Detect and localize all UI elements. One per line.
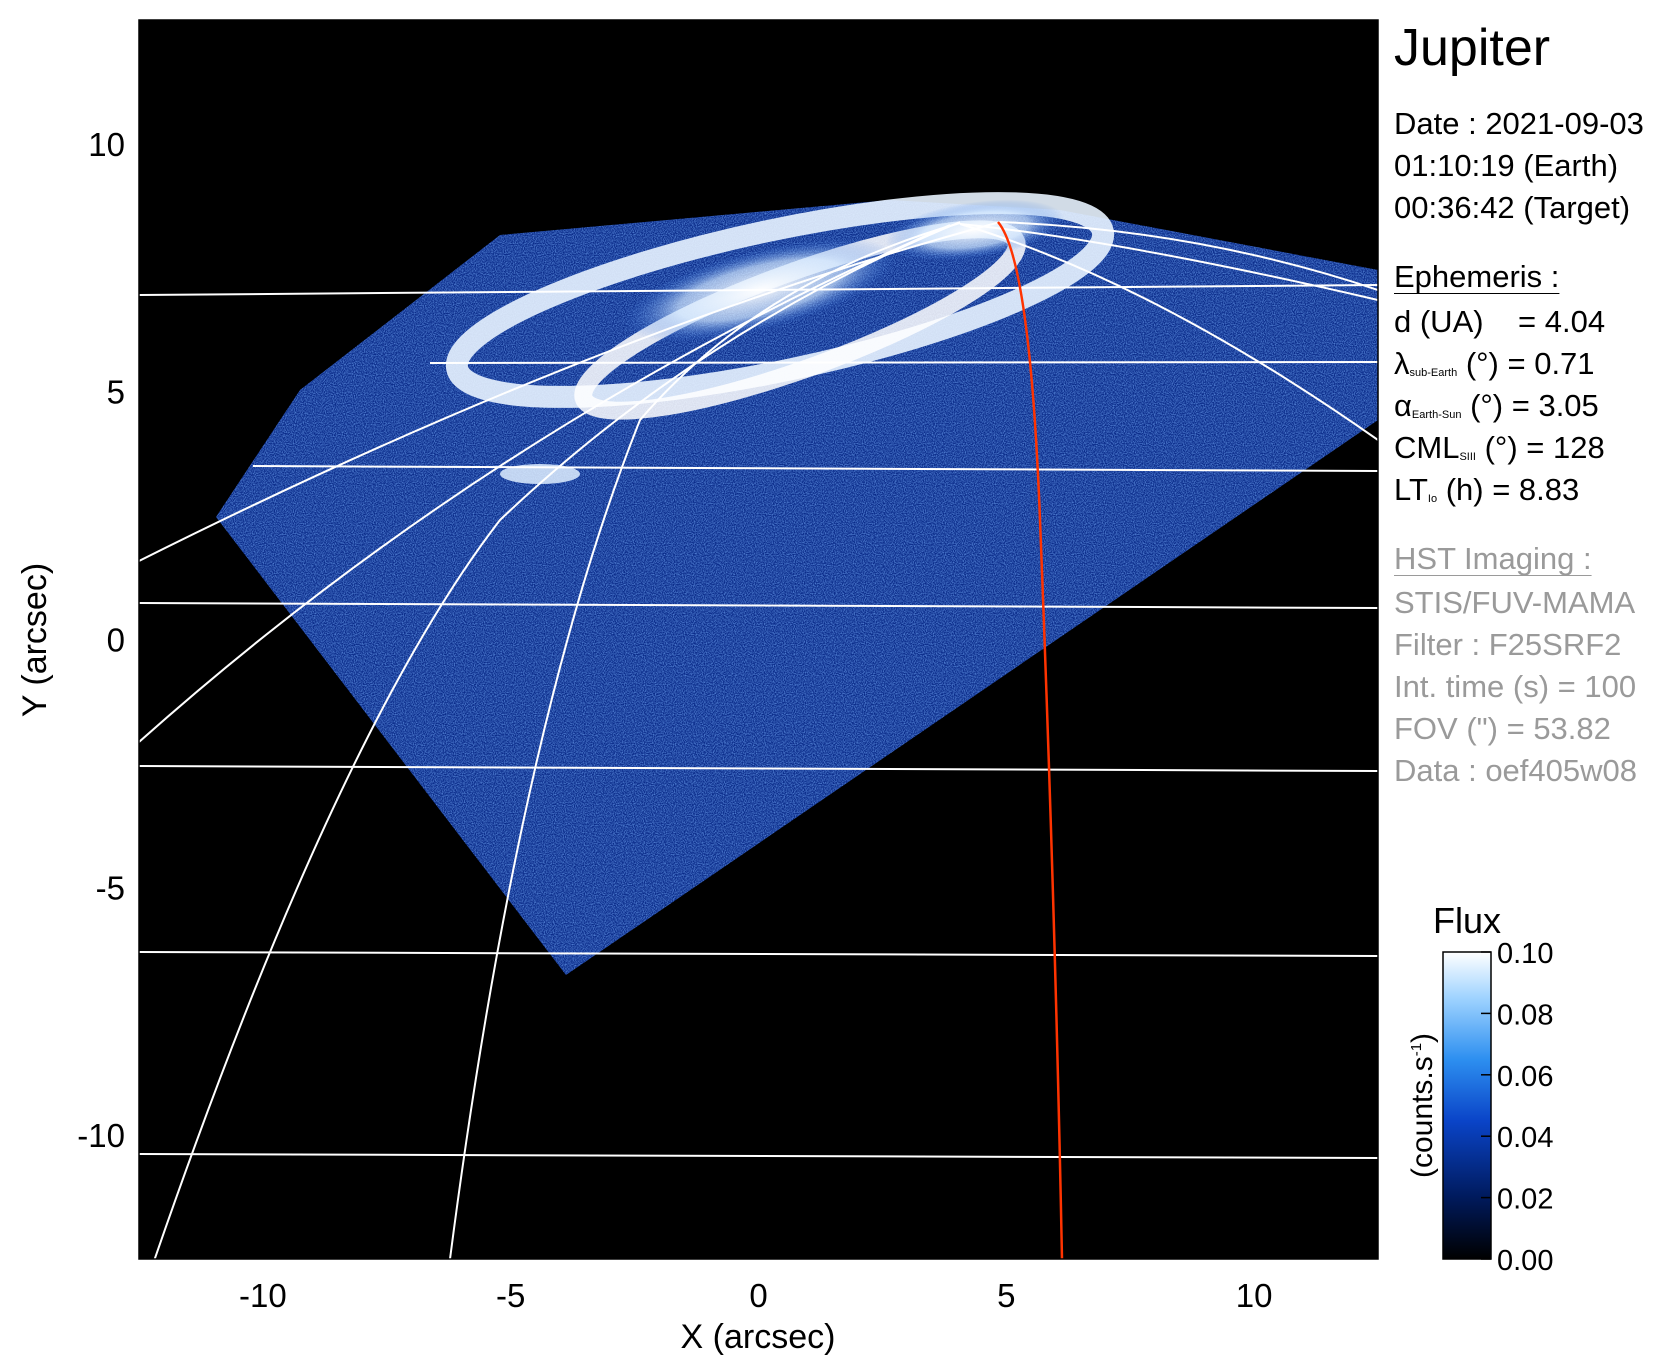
hst-header: HST Imaging :	[1394, 541, 1592, 576]
latitude-line	[139, 602, 1378, 609]
io-footprint-line	[997, 221, 1064, 1259]
x-tick-label: 5	[997, 1277, 1015, 1314]
x-tick-label: 0	[749, 1277, 767, 1314]
latitude-line	[139, 1153, 1378, 1159]
hst-instrument: STIS/FUV-MAMA	[1394, 585, 1636, 620]
y-ticks: -10 -5 0 5 10	[77, 126, 157, 1154]
colorbar-tick-label: 0.00	[1497, 1245, 1553, 1277]
x-tick-label: 10	[1236, 1277, 1273, 1314]
ephemeris-distance: d (UA) = 4.04	[1394, 304, 1606, 339]
hst-int-time: Int. time (s) = 100	[1394, 669, 1637, 704]
colorbar-ticks: 0.00 0.02 0.04 0.06 0.08 0.10	[1481, 938, 1553, 1277]
meridian-line	[959, 223, 1378, 441]
y-tick-label: 0	[107, 622, 125, 659]
latitude-line	[139, 951, 1378, 957]
hst-fov: FOV (") = 53.82	[1394, 711, 1611, 746]
y-tick-label: -5	[96, 869, 125, 906]
latitude-line	[252, 465, 1378, 472]
x-tick-label: -5	[496, 1277, 525, 1314]
meridian-line	[139, 224, 951, 743]
planet-grid	[139, 220, 1378, 1259]
image-content	[139, 192, 1378, 1259]
y-tick-label: -10	[77, 1117, 125, 1154]
x-axis-label: X (arcsec)	[681, 1318, 836, 1356]
colorbar-tick-label: 0.10	[1497, 938, 1553, 970]
colorbar-title: Flux	[1433, 900, 1502, 941]
latitude-line	[429, 361, 1378, 364]
colorbar-unit: (counts.s-1)	[1406, 1032, 1439, 1178]
ephemeris-local-time: LTIo (h) = 8.83	[1394, 472, 1580, 507]
ephemeris-phase-angle: αEarth-Sun (°) = 3.05	[1394, 388, 1599, 423]
latitude-line	[139, 765, 1378, 772]
latitude-line	[139, 284, 1378, 296]
target-name: Jupiter	[1394, 19, 1551, 77]
time-target: 00:36:42 (Target)	[1394, 190, 1631, 225]
meridian-line	[153, 221, 961, 1259]
ephemeris-latitude: λsub-Earth (°) = 0.71	[1394, 346, 1595, 381]
hst-data-id: Data : oef405w08	[1394, 753, 1638, 788]
meridian-line	[449, 222, 961, 1259]
y-tick-label: 5	[107, 374, 125, 411]
colorbar-tick-label: 0.08	[1497, 999, 1553, 1031]
date-line: Date : 2021-09-03	[1394, 106, 1644, 141]
colorbar	[1442, 951, 1492, 1260]
colorbar-tick-label: 0.02	[1497, 1184, 1553, 1216]
colorbar-tick-label: 0.06	[1497, 1061, 1553, 1093]
colorbar-tick-label: 0.04	[1497, 1122, 1553, 1154]
ephemeris-header: Ephemeris :	[1394, 259, 1560, 294]
y-axis-label: Y (arcsec)	[16, 563, 54, 717]
ephemeris-cml: CMLSIII (°) = 128	[1394, 430, 1605, 465]
hst-filter: Filter : F25SRF2	[1394, 627, 1622, 662]
x-ticks: -10 -5 0 5 10	[239, 1241, 1272, 1314]
y-tick-label: 10	[88, 126, 125, 163]
x-tick-label: -10	[239, 1277, 287, 1314]
time-earth: 01:10:19 (Earth)	[1394, 148, 1619, 183]
